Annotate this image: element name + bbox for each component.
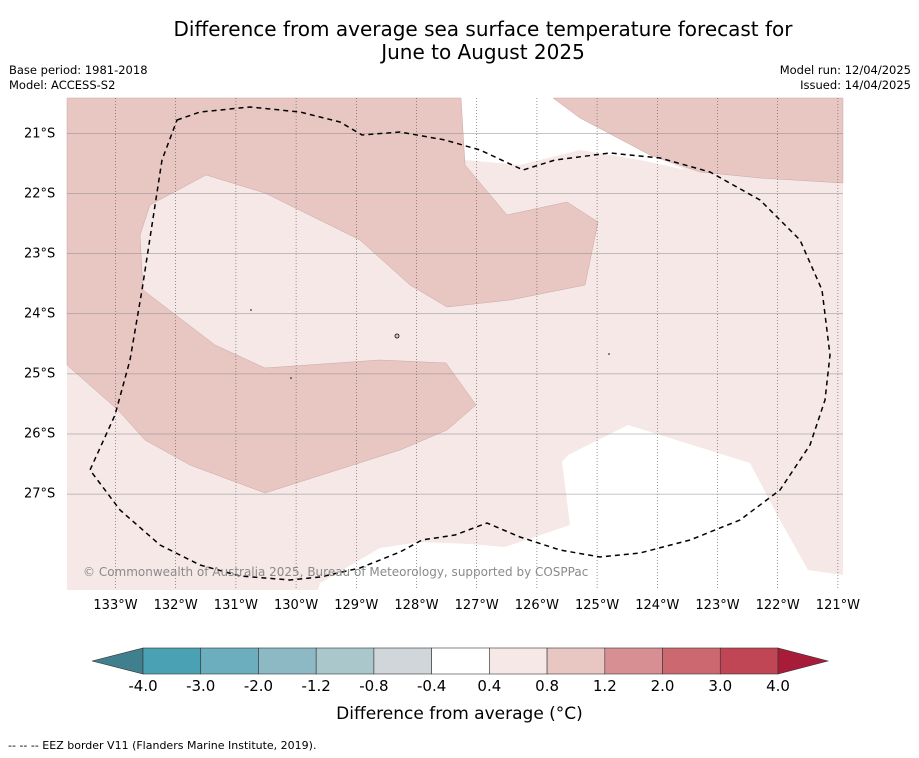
title-line-2: June to August 2025	[381, 40, 585, 64]
longitude-label: 121°W	[815, 598, 860, 613]
model-run: Model run: 12/04/2025	[779, 63, 911, 77]
island	[250, 309, 252, 311]
model-name: Model: ACCESS-S2	[9, 78, 116, 92]
colorbar-segment	[662, 647, 721, 675]
longitude-label: 128°W	[394, 598, 439, 613]
colorbar-segment	[142, 647, 202, 675]
latitude-label: 27°S	[24, 486, 56, 502]
colorbar-tick-label: 2.0	[650, 677, 675, 695]
colorbar-tick-label: -4.0	[128, 677, 158, 695]
title-line-1: Difference from average sea surface temp…	[173, 17, 793, 41]
longitude-label: 129°W	[334, 598, 379, 613]
island	[394, 333, 400, 339]
anomaly-band-0.8-1.2-northwest	[66, 97, 599, 494]
colorbar-tick-label: -0.8	[359, 677, 389, 695]
longitude-label: 132°W	[153, 598, 198, 613]
colorbar-segment	[719, 647, 779, 675]
colorbar-tick-label: 0.4	[477, 677, 502, 695]
colorbar-extend-high	[777, 647, 830, 675]
meta-right: Model run: 12/04/2025 Issued: 14/04/2025	[780, 63, 911, 93]
longitude-label: 130°W	[274, 598, 319, 613]
latitude-label: 21°S	[24, 126, 56, 141]
colorbar-extend-low	[91, 647, 144, 675]
latitude-label: 22°S	[24, 186, 56, 202]
island	[608, 353, 610, 355]
colorbar-segment	[604, 647, 663, 675]
latitude-label: 26°S	[24, 426, 56, 442]
eez-border	[89, 106, 831, 581]
colorbar-title: Difference from average (°C)	[336, 704, 583, 724]
colorbar-tick-label: -0.4	[416, 677, 447, 695]
latitude-label: 23°S	[24, 246, 56, 262]
longitude-label: 124°W	[635, 598, 680, 613]
colorbar-tick-label: -3.0	[186, 677, 216, 695]
copyright-notice: © Commonwealth of Australia 2025, Bureau…	[83, 565, 589, 579]
colorbar-segment	[200, 647, 259, 675]
colorbar-segment	[546, 647, 606, 675]
anomaly-band-neutral-north	[461, 98, 686, 170]
colorbar-segment	[431, 647, 490, 675]
colorbar-segment	[373, 647, 432, 675]
colorbar-tick-label: 3.0	[708, 677, 733, 695]
eez-footnote: -- -- -- EEZ border V11 (Flanders Marine…	[8, 739, 317, 752]
longitude-label: 131°W	[213, 598, 258, 613]
graticule	[67, 98, 843, 590]
colorbar	[91, 647, 830, 675]
latitude-label: 25°S	[24, 366, 56, 382]
longitude-label: 126°W	[514, 598, 559, 613]
colorbar-segment	[258, 647, 317, 675]
colorbar-tick-label: 0.8	[535, 677, 560, 695]
colorbar-tick-label: -2.0	[243, 677, 274, 695]
map-title: Difference from average sea surface temp…	[60, 18, 906, 64]
colorbar-segment	[315, 647, 375, 675]
colorbar-tick-label: -1.2	[301, 677, 331, 695]
longitude-label: 122°W	[755, 598, 800, 613]
anomaly-band-0.8-1.2-northeast	[552, 97, 844, 184]
longitude-label: 127°W	[454, 598, 499, 613]
meta-left: Base period: 1981-2018 Model: ACCESS-S2	[9, 63, 148, 93]
colorbar-tick-label: 1.2	[592, 677, 617, 695]
issued-date: Issued: 14/04/2025	[800, 78, 911, 92]
colorbar-segment	[489, 647, 548, 675]
anomaly-band-neutral-south	[318, 425, 843, 590]
base-period: Base period: 1981-2018	[9, 63, 148, 77]
colorbar-tick-label: 4.0	[766, 677, 790, 695]
latitude-label: 24°S	[24, 306, 56, 322]
longitude-label: 133°W	[93, 598, 138, 613]
longitude-label: 125°W	[575, 598, 620, 613]
island	[290, 377, 292, 379]
longitude-label: 123°W	[695, 598, 740, 613]
